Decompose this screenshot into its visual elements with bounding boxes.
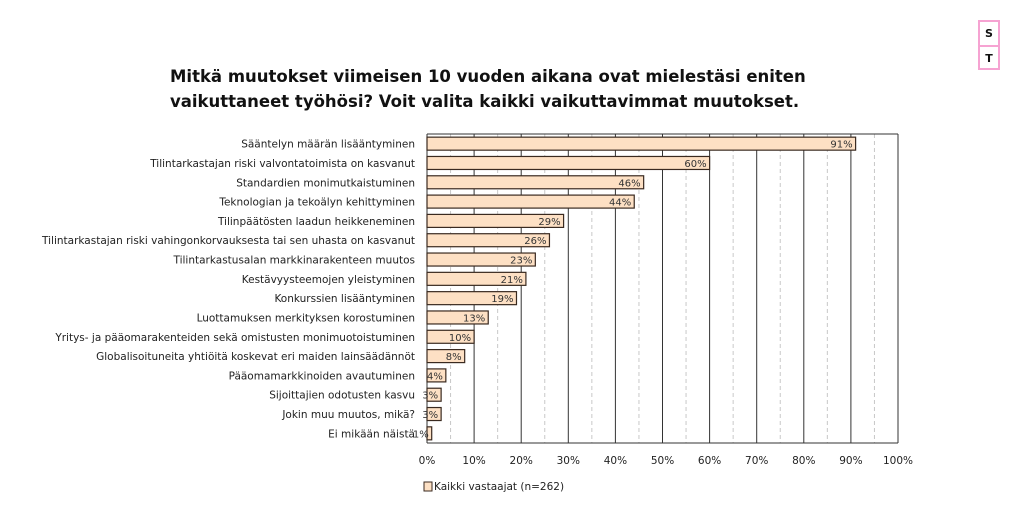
bar: [426, 406, 442, 422]
category-label: Tilintarkastajan riski vahingonkorvaukse…: [41, 235, 415, 247]
data-label: 3%: [422, 391, 438, 402]
x-tick-label: 80%: [792, 455, 815, 467]
bar: [426, 175, 645, 190]
data-label: 60%: [684, 159, 706, 170]
bar: [426, 271, 527, 286]
x-tick-label: 20%: [510, 455, 533, 467]
bar: [426, 155, 711, 171]
x-tick-label: 40%: [604, 455, 627, 467]
bar: [426, 194, 635, 209]
bar: [426, 233, 551, 248]
bar: [426, 329, 475, 344]
bar: [426, 348, 466, 364]
x-tick-label: 50%: [651, 455, 674, 467]
x-tick-label: 60%: [698, 455, 721, 467]
x-tick-label: 90%: [839, 455, 862, 467]
category-label: Kestävyysteemojen yleistyminen: [242, 274, 415, 286]
data-label: 91%: [830, 140, 852, 151]
data-label: 3%: [422, 410, 438, 421]
data-label: 8%: [446, 352, 462, 363]
category-label: Konkurssien lisääntyminen: [274, 293, 415, 305]
data-label: 29%: [538, 217, 560, 228]
logo-letter: S: [980, 22, 998, 47]
bar: [426, 310, 489, 325]
x-tick-label: 0%: [419, 455, 436, 467]
category-label: Tilintarkastajan riski valvontatoimista …: [149, 158, 415, 170]
bar: [426, 387, 442, 402]
data-label: 1%: [413, 429, 429, 440]
legend-swatch: [423, 481, 433, 492]
legend-label: Kaikki vastaajat (n=262): [434, 481, 564, 493]
category-label: Jokin muu muutos, mikä?: [281, 409, 415, 421]
bar: [426, 136, 857, 151]
x-tick-label: 30%: [557, 455, 580, 467]
data-label: 21%: [501, 275, 523, 286]
bar: [426, 291, 518, 306]
category-label: Luottamuksen merkityksen korostuminen: [197, 312, 415, 324]
data-label: 4%: [427, 371, 443, 382]
bar: [426, 426, 433, 441]
data-label: 13%: [463, 313, 485, 324]
data-label: 44%: [609, 198, 631, 209]
data-label: 26%: [524, 236, 546, 247]
category-label: Ei mikään näistä: [328, 428, 415, 440]
data-label: 23%: [510, 256, 532, 267]
bar: [426, 368, 447, 383]
category-label: Sääntelyn määrän lisääntyminen: [241, 139, 415, 151]
data-label: 46%: [618, 178, 640, 189]
x-tick-label: 100%: [883, 455, 913, 467]
bar: [426, 252, 536, 267]
category-label: Tilintarkastusalan markkinarakenteen muu…: [173, 255, 416, 267]
x-tick-label: 70%: [745, 455, 768, 467]
category-label: Sijoittajien odotusten kasvu: [269, 390, 415, 402]
logo: S T: [978, 20, 1000, 70]
category-label: Tilinpäätösten laadun heikkeneminen: [217, 216, 415, 228]
chart-title: Mitkä muutokset viimeisen 10 vuoden aika…: [170, 67, 806, 111]
x-tick-label: 10%: [462, 455, 485, 467]
category-label: Yritys- ja pääomarakenteiden sekä omistu…: [54, 332, 415, 344]
category-label: Globalisoituneita yhtiöitä koskevat eri …: [96, 351, 415, 363]
category-label: Standardien monimutkaistuminen: [236, 177, 415, 189]
bar: [426, 213, 565, 229]
category-label: Pääomamarkkinoiden avautuminen: [229, 370, 415, 382]
category-label: Teknologian ja tekoälyn kehittyminen: [218, 197, 415, 209]
data-label: 19%: [491, 294, 513, 305]
data-label: 10%: [449, 333, 471, 344]
logo-letter: T: [985, 52, 993, 65]
